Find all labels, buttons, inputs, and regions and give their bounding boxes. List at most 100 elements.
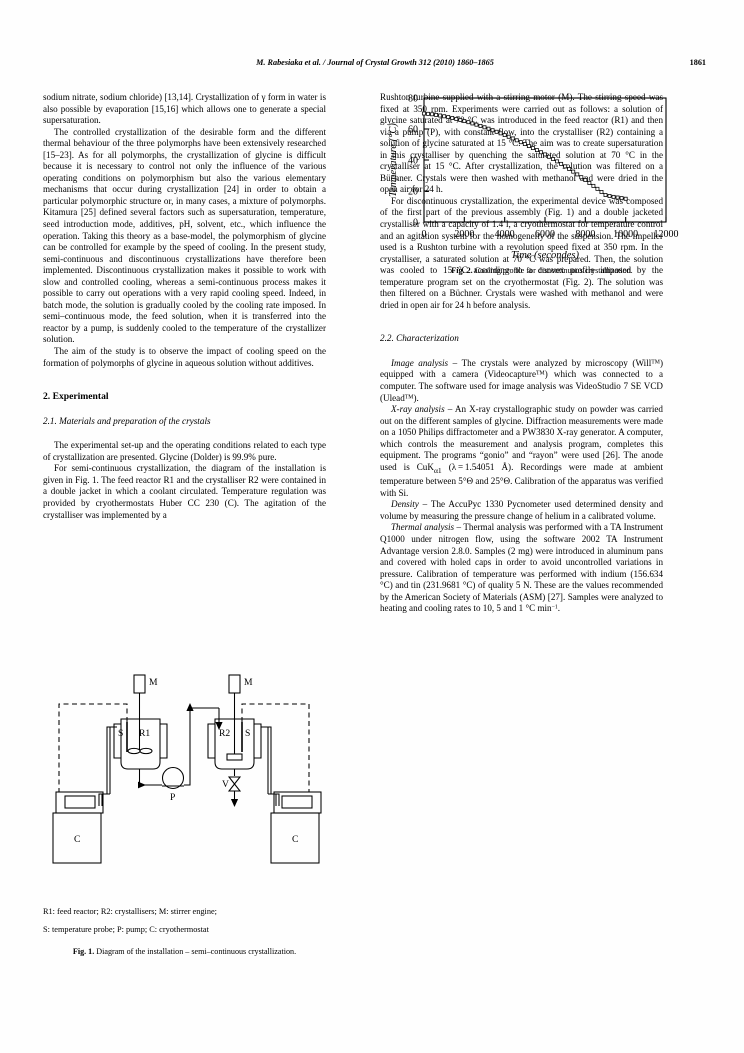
paragraph-text: ) equipped with a camera (Videocapture — [380, 357, 663, 380]
label-reactor-r2: R2 — [219, 728, 230, 739]
chart-x-axis-label: Time (secondes) — [511, 250, 579, 261]
paragraph-image-analysis: Image analysis – The crystals were analy… — [380, 358, 663, 404]
label-valve: V — [222, 779, 229, 790]
figure-1-caption: Fig. 1. Diagram of the installation – se… — [43, 947, 326, 956]
drain-arrow — [230, 799, 239, 807]
paragraph-thermal-analysis: Thermal analysis – Thermal analysis was … — [380, 522, 663, 614]
page-number: 1861 — [689, 58, 706, 67]
paragraph: The controlled crystallization of the de… — [43, 126, 326, 345]
paragraph-text: – An X-ray crystallographic study on pow… — [380, 404, 663, 472]
figure-1: M M R1 R2 S S P V C C R1: feed reactor; … — [43, 672, 326, 956]
reactor-r1-jacket-right — [160, 723, 168, 759]
cryothermostat-right-display — [281, 795, 313, 809]
chart-x-tick-label: 0 — [422, 229, 427, 240]
paragraph: sodium nitrate, sodium chloride) [13,14]… — [43, 92, 326, 126]
paragraph: For discontinuous crystallization, the e… — [380, 195, 663, 310]
paragraph-text: – The crystals were analyzed by microsco… — [448, 357, 652, 368]
right-column: Rushton turbine supplied with a stirring… — [380, 92, 663, 615]
chart-x-tick-label: 10000 — [613, 229, 638, 240]
control-signal-left — [58, 703, 128, 792]
cryothermostat-right-panel — [273, 791, 322, 814]
feed-inlet-arrow — [215, 722, 223, 730]
label-cryostat-right: C — [292, 834, 298, 845]
outlet-pipe-left — [138, 769, 162, 786]
runin-label: X-ray analysis — [391, 404, 445, 415]
impeller-blade-right — [226, 753, 243, 761]
stirrer-motor-left — [133, 674, 146, 694]
paragraph: For semi-continuous crystallization, the… — [43, 463, 326, 520]
chart-y-axis-label: Temperature (°C) — [388, 123, 399, 197]
spacer — [380, 345, 663, 358]
figure-2-caption: Fig. 2. Cooling profile for discontinuou… — [382, 266, 702, 276]
runin-label: Density — [391, 499, 419, 510]
chart-y-tick-label: 40 — [408, 156, 418, 167]
paragraph-text: ). — [413, 392, 419, 403]
reactor-r1-vessel — [120, 718, 161, 770]
crystalliser-r2-vessel — [214, 718, 255, 770]
chart-x-tick-label: 8000 — [575, 229, 595, 240]
subsection-heading-characterization: 2.2. Characterization — [380, 333, 459, 344]
chart-y-tick-label: 60 — [408, 125, 418, 136]
cryothermostat-right-body — [270, 812, 320, 864]
runin-label: Image analysis — [391, 357, 449, 368]
coolant-line-right-out — [261, 726, 269, 794]
spacer — [43, 403, 326, 416]
figure-1-legend: R1: feed reactor; R2: crystallisers; M: … — [43, 906, 326, 936]
runin-label: Thermal analysis — [391, 522, 455, 533]
cryothermostat-left-display — [64, 795, 96, 809]
chart-plot-frame — [423, 97, 667, 223]
flow-arrow-outlet-left — [138, 781, 146, 789]
chart-data-markers — [422, 111, 628, 201]
paragraph-text: (λ = 1.54051 Å). Recordings were made at… — [380, 461, 663, 498]
figure-2: 0 2000 4000 6000 8000 10000 12000 0 20 40 60 80 Ti… — [382, 88, 702, 284]
control-signal-right — [241, 703, 310, 792]
cryothermostat-left-body — [52, 812, 102, 864]
figure-2-caption-text: Cooling profile for discontinuous crysta… — [472, 266, 633, 275]
feed-pipe-to-r2 — [184, 707, 219, 786]
spacer — [43, 369, 326, 391]
spacer — [380, 311, 663, 333]
paragraph: The experimental set-up and the operatin… — [43, 440, 326, 462]
label-probe-right: S — [245, 728, 250, 739]
crystalliser-r2-jacket-left — [207, 723, 215, 759]
paragraph-text: . — [557, 603, 561, 614]
subscript-alpha1: α1 — [433, 465, 442, 475]
paragraph-text: – Thermal analysis was performed with a … — [380, 522, 663, 614]
chart-x-tick-label: 12000 — [654, 229, 679, 240]
chart-y-axis-ticks — [424, 97, 429, 223]
coolant-line-left-out-2 — [109, 726, 117, 794]
flow-arrow-riser — [186, 703, 194, 711]
chart-x-tick-label: 6000 — [535, 229, 555, 240]
paragraph-xray-analysis: X-ray analysis – An X-ray crystallograph… — [380, 404, 663, 499]
spacer — [43, 427, 326, 440]
coolant-line-right-out-2 — [264, 726, 272, 794]
section-heading-experimental: 2. Experimental — [43, 391, 109, 403]
chart-x-tick-label: 4000 — [495, 229, 515, 240]
paragraph-text: ) which was connected to a computer. The… — [380, 369, 664, 403]
chart-x-tick-labels: 0 2000 4000 6000 8000 10000 12000 — [422, 229, 679, 240]
cryothermostat-left-panel — [55, 791, 104, 814]
pump-body — [161, 766, 185, 790]
left-column: sodium nitrate, sodium chloride) [13,14]… — [43, 92, 326, 521]
chart-x-axis-ticks — [423, 217, 667, 222]
chart-y-tick-label: 20 — [408, 187, 418, 198]
running-head: M. Rabesiaka et al. / Journal of Crystal… — [44, 58, 706, 72]
impeller-blade-left-b — [139, 747, 153, 755]
cooling-profile-chart: 0 2000 4000 6000 8000 10000 12000 0 20 40 60 80 Ti… — [388, 94, 679, 261]
figure-1-caption-label: Fig. 1. — [72, 947, 95, 956]
valve-lower-triangle — [227, 783, 242, 792]
subsection-heading-materials: 2.1. Materials and preparation of the cr… — [43, 415, 211, 426]
chart-y-tick-labels: 0 20 40 60 80 — [408, 94, 418, 229]
figure-1-legend-line-1: R1: feed reactor; R2: crystallisers; M: … — [43, 907, 217, 916]
paragraph: The aim of the study is to observe the i… — [43, 346, 326, 368]
chart-y-tick-label: 0 — [413, 218, 418, 229]
running-head-citation: M. Rabesiaka et al. / Journal of Crystal… — [256, 58, 494, 67]
figure-1-legend-line-2: S: temperature probe; P: pump; C: cryoth… — [43, 925, 209, 934]
trademark-mark: TM — [404, 394, 414, 401]
coolant-line-right-in-2 — [271, 793, 280, 806]
impeller-blade-left-a — [127, 747, 141, 755]
installation-diagram: M M R1 R2 S S P V C C — [52, 674, 322, 864]
label-probe-left: S — [118, 728, 123, 739]
label-reactor-r1: R1 — [139, 728, 150, 739]
